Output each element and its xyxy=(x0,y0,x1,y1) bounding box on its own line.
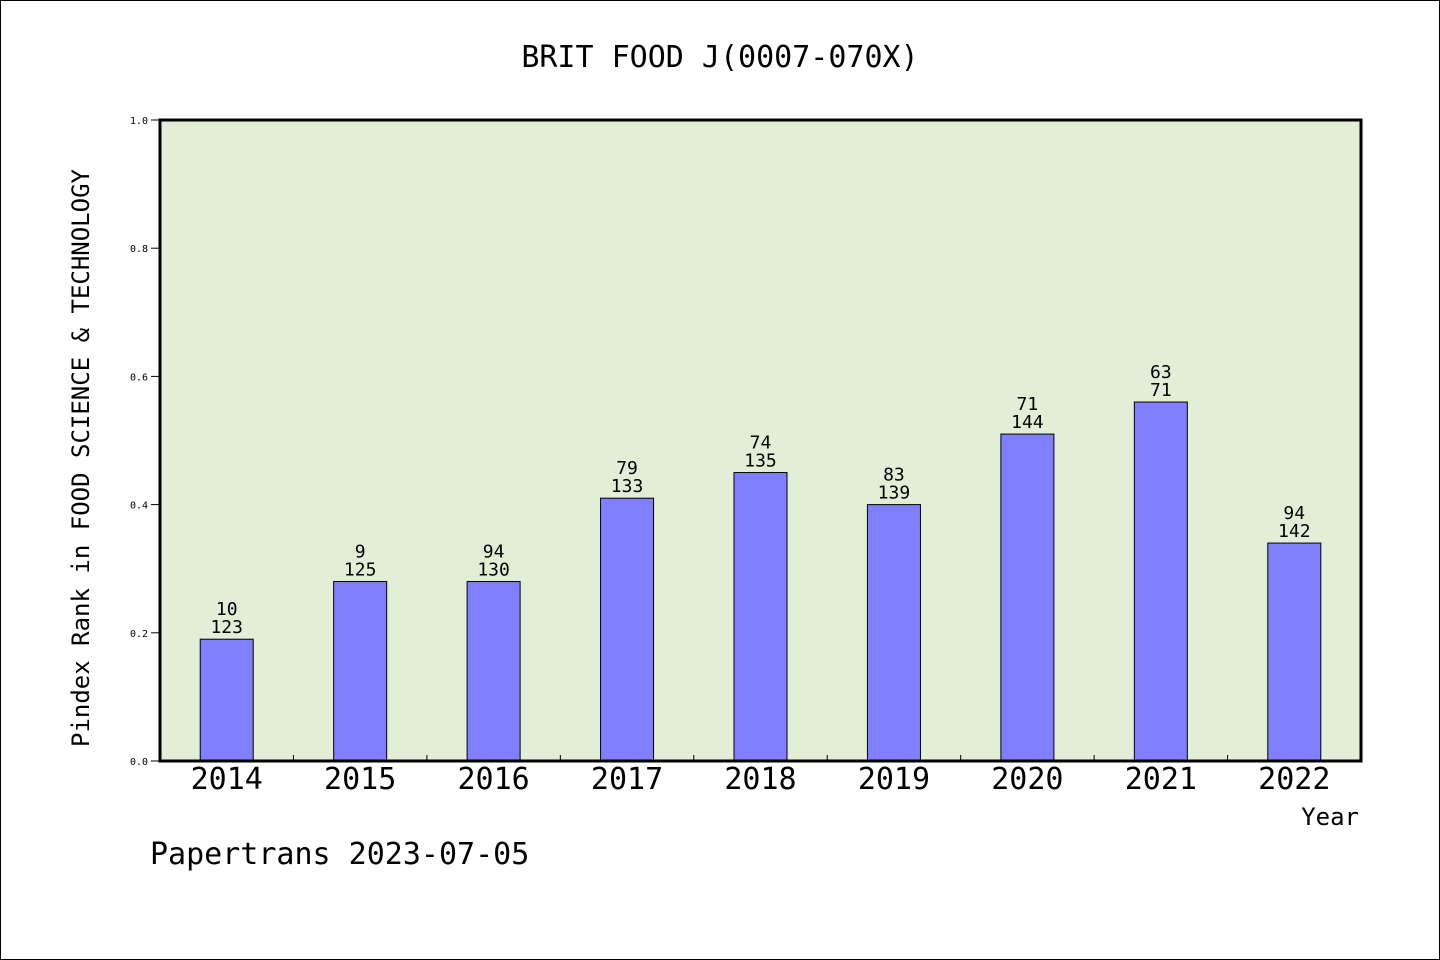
plot-border xyxy=(158,118,1363,763)
y-tick-label-0.4: 0.4 xyxy=(130,501,148,512)
bar-2017 xyxy=(600,497,655,762)
total-label-2015: 125 xyxy=(344,560,377,581)
y-tick-label-0.8: 0.8 xyxy=(130,244,148,255)
ticks-layer: 2014 2015 2016 2017 2018 2019 2020 2021 2022 0.0 0… xyxy=(130,116,1330,797)
bar-2019 xyxy=(866,504,921,762)
total-label-2016: 130 xyxy=(477,560,510,581)
x-tick-label-2022: 2022 xyxy=(1258,762,1330,797)
bar-2018 xyxy=(733,472,788,762)
bar-2021 xyxy=(1133,401,1188,762)
x-tick-label-2017: 2017 xyxy=(591,762,663,797)
x-tick-label-2019: 2019 xyxy=(858,762,930,797)
total-label-2014: 123 xyxy=(210,617,243,638)
x-tick-label-2016: 2016 xyxy=(457,762,529,797)
y-tick-label-1.0: 1.0 xyxy=(130,116,148,127)
y-tick-label-0.6: 0.6 xyxy=(130,372,148,383)
bar-2016 xyxy=(466,581,521,762)
rank-label-2022: 94 xyxy=(1283,503,1305,524)
total-label-2022: 142 xyxy=(1278,521,1311,542)
rank-label-2017: 79 xyxy=(616,458,638,479)
rank-label-2016: 94 xyxy=(483,542,505,563)
rank-label-2020: 71 xyxy=(1017,394,1039,415)
rank-label-2014: 10 xyxy=(216,599,238,620)
rank-label-2015: 9 xyxy=(355,542,366,563)
y-axis-label: Pindex Rank in FOOD SCIENCE & TECHNOLOGY xyxy=(67,168,95,747)
total-label-2020: 144 xyxy=(1011,412,1044,433)
rank-label-2018: 74 xyxy=(750,433,772,454)
total-label-2018: 135 xyxy=(744,451,777,472)
bars-layer: 1012391259413079133741358313971144637194… xyxy=(199,362,1322,762)
chart-title: BRIT FOOD J(0007-070X) xyxy=(521,40,918,75)
bar-2020 xyxy=(1000,433,1055,762)
bar-2014 xyxy=(199,638,254,762)
bar-2022 xyxy=(1267,542,1322,762)
bar-2015 xyxy=(333,581,388,762)
x-tick-label-2018: 2018 xyxy=(724,762,796,797)
y-tick-label-0.0: 0.0 xyxy=(130,757,148,768)
total-label-2021: 71 xyxy=(1150,380,1172,401)
rank-label-2019: 83 xyxy=(883,465,905,486)
y-tick-label-0.2: 0.2 xyxy=(130,629,148,640)
x-tick-label-2021: 2021 xyxy=(1125,762,1197,797)
x-tick-label-2014: 2014 xyxy=(191,762,263,797)
total-label-2019: 139 xyxy=(878,483,911,504)
rank-label-2021: 63 xyxy=(1150,362,1172,383)
total-label-2017: 133 xyxy=(611,476,644,497)
footer-credit: Papertrans 2023-07-05 xyxy=(150,837,529,872)
x-tick-label-2015: 2015 xyxy=(324,762,396,797)
x-axis-label: Year xyxy=(1301,803,1359,831)
x-tick-label-2020: 2020 xyxy=(991,762,1063,797)
